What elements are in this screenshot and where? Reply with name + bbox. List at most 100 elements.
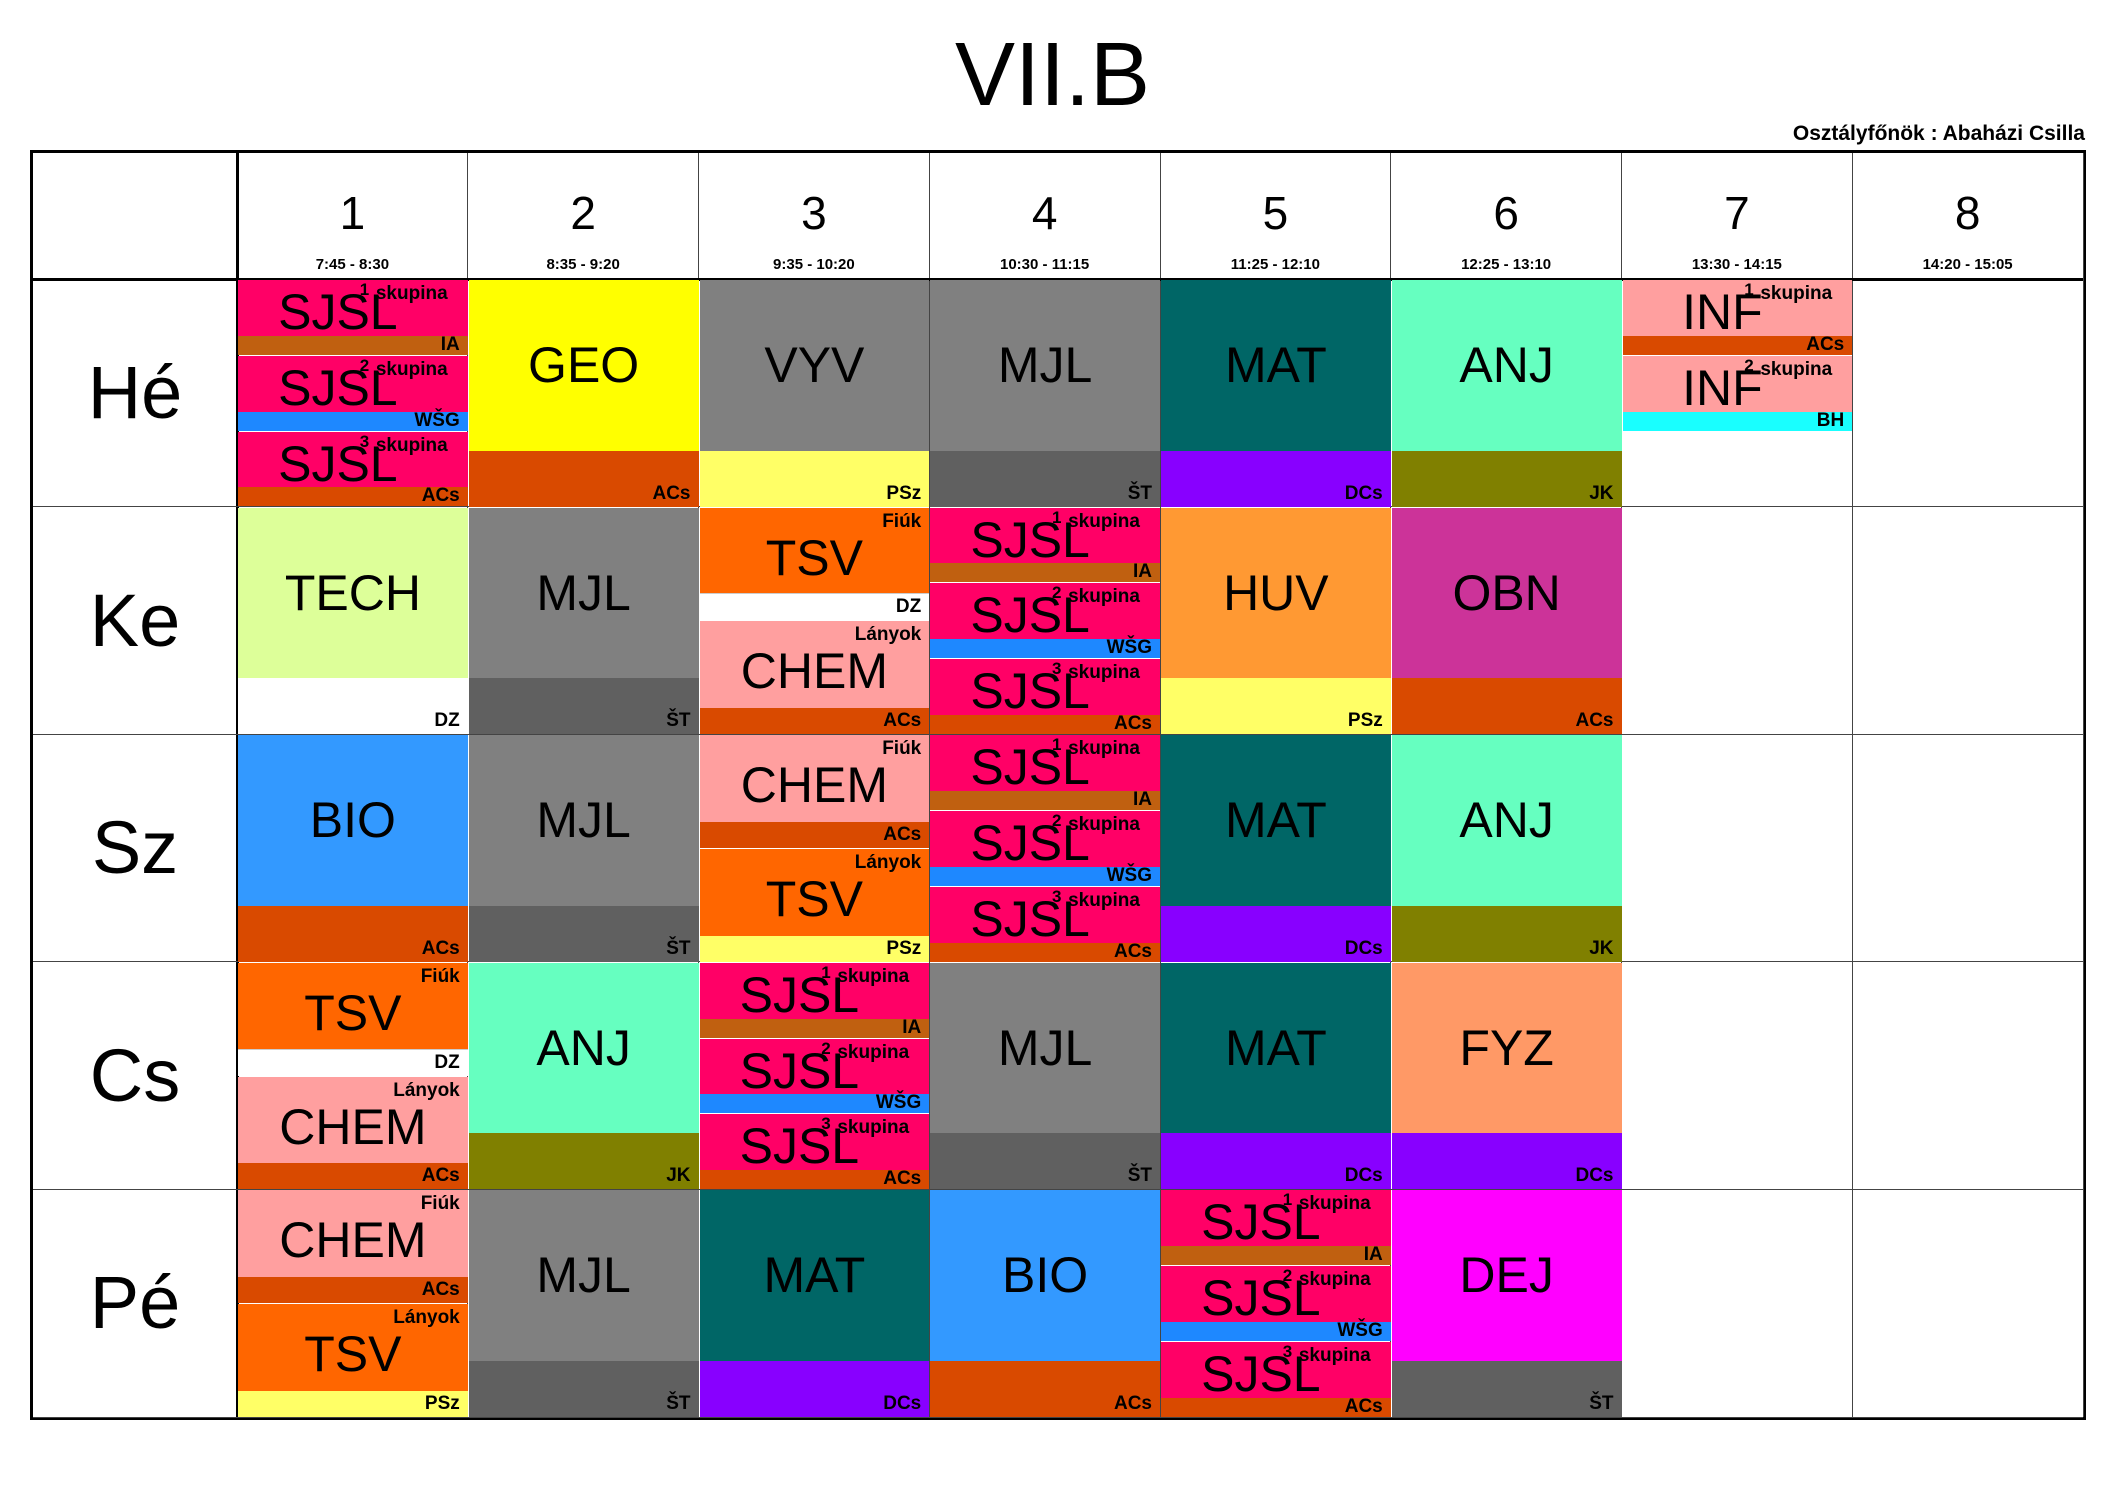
subject-label: TSV [765, 529, 863, 586]
group-label: skupina [1068, 586, 1140, 608]
lesson-block: MJL ŠT [468, 507, 699, 735]
teacher-bar [930, 790, 1160, 810]
group-label: skupina [837, 965, 910, 987]
subject-label: ANJ [1459, 792, 1554, 849]
group-note: Fiúk [882, 738, 922, 760]
group-number: 3 [821, 1114, 831, 1134]
group-block: SJSL 2 skupina WŠG [238, 355, 468, 431]
teacher-code: IA [1363, 1244, 1383, 1266]
group-block: TSV Lányok PSz [699, 849, 930, 962]
teacher-bar [1391, 1360, 1622, 1417]
teacher-bar [930, 639, 1160, 659]
period-time: 9:35 - 10:20 [773, 256, 855, 273]
period-number: 4 [1031, 187, 1058, 239]
lesson-block: DEJ ŠT [1391, 1190, 1622, 1417]
group-block: SJSL 3 skupina ACs [1161, 1342, 1391, 1417]
period-header: 1 7:45 - 8:30 [237, 153, 468, 279]
group-block: CHEM Fiúk ACs [238, 1190, 468, 1304]
subject-label: OBN [1452, 564, 1561, 621]
grid-line [33, 733, 2083, 735]
teacher-code: IA [440, 333, 460, 355]
lesson-block: HUV PSz [1161, 507, 1391, 735]
subject-label: MAT [1224, 337, 1327, 393]
subject-label: DEJ [1459, 1247, 1554, 1304]
period-header: 7 13:30 - 14:15 [1622, 153, 1853, 279]
teacher-bar [1391, 905, 1622, 962]
teacher-code: ACs [1113, 712, 1152, 734]
teacher-code: WŠG [1337, 1319, 1383, 1341]
group-label: skupina [1760, 358, 1833, 380]
group-block: SJSL 2 skupina WŠG [930, 811, 1160, 886]
group-number: 2 [1052, 583, 1062, 603]
teacher-code: PSz [424, 1392, 460, 1414]
grid-line [33, 1416, 2083, 1418]
lesson-block: MAT DCs [699, 1190, 930, 1417]
teacher-bar [930, 714, 1160, 734]
teacher-bar [1161, 905, 1391, 962]
period-number: 8 [1954, 187, 1981, 239]
subject-label: MJL [536, 1247, 631, 1304]
subject-label: ANJ [536, 1019, 631, 1076]
group-block: SJSL 1 skupina IA [1161, 1190, 1391, 1266]
teacher-code: ŠT [666, 1392, 691, 1414]
subject-label: INF [1682, 284, 1763, 340]
period-header: 5 11:25 - 12:10 [1160, 153, 1391, 279]
group-label: skupina [837, 1117, 910, 1139]
teacher-bar [238, 1048, 468, 1076]
teacher-code: ACs [883, 1168, 922, 1190]
teacher-code: PSz [886, 937, 922, 959]
period-header: 4 10:30 - 11:15 [929, 153, 1160, 279]
teacher-code: DZ [434, 710, 460, 732]
grid-line [1621, 153, 1622, 1417]
group-note: Fiúk [420, 1193, 460, 1215]
teacher-code: ACs [1575, 710, 1614, 732]
group-block: TSV Lányok PSz [238, 1304, 468, 1417]
lesson-block: MAT DCs [1161, 280, 1391, 507]
group-note: Lányok [854, 852, 922, 873]
grid-line [33, 961, 2083, 963]
teacher-bar [930, 942, 1160, 962]
group-number: 2 [1052, 811, 1062, 830]
teacher-bar [1622, 411, 1853, 431]
group-label: skupina [1068, 738, 1140, 760]
grid-line [928, 153, 930, 1417]
group-label: skupina [1298, 1193, 1371, 1215]
group-number: 2 [1282, 1266, 1293, 1286]
group-number: 3 [1282, 1342, 1293, 1361]
teacher-bar [699, 450, 930, 507]
period-number: 2 [570, 187, 596, 239]
group-note: Lányok [854, 624, 922, 646]
group-number: 1 [821, 962, 831, 982]
teacher-code: IA [1133, 561, 1152, 583]
grid-line [33, 277, 2083, 281]
subject-label: SJSL [739, 1042, 860, 1099]
grid-line [235, 153, 239, 1417]
lesson-block: BIO ACs [238, 735, 468, 962]
subject-label: MJL [536, 792, 631, 849]
subject-label: SJSL [970, 587, 1090, 644]
lesson-block: GEO ACs [468, 280, 699, 507]
group-note: Fiúk [882, 510, 922, 532]
subject-label: SJSL [970, 739, 1090, 796]
group-block: CHEM Fiúk ACs [699, 735, 930, 848]
teacher-code: ACs [1806, 333, 1845, 355]
teacher-code: ACs [421, 937, 460, 959]
group-block: TSV Fiúk DZ [699, 507, 930, 621]
teacher-bar [238, 1390, 468, 1417]
grid-line [698, 153, 699, 1417]
subject-label: SJSL [1201, 1194, 1321, 1251]
period-header: 2 8:35 - 9:20 [468, 153, 699, 279]
subject-label: SJSL [970, 511, 1090, 568]
group-number: 3 [1052, 886, 1062, 906]
group-label: skupina [1298, 1269, 1371, 1291]
subject-label: SJSL [278, 435, 398, 492]
lesson-block: ANJ JK [468, 962, 699, 1190]
subject-label: TSV [304, 1326, 402, 1383]
lesson-block: BIO ACs [930, 1190, 1160, 1417]
group-label: skupina [1068, 889, 1140, 911]
group-block: SJSL 2 skupina WŠG [930, 583, 1160, 659]
teacher-code: JK [1589, 937, 1614, 959]
teacher-bar [1391, 1133, 1622, 1190]
period-number: 7 [1724, 187, 1750, 239]
subject-label: SJSL [970, 815, 1090, 871]
